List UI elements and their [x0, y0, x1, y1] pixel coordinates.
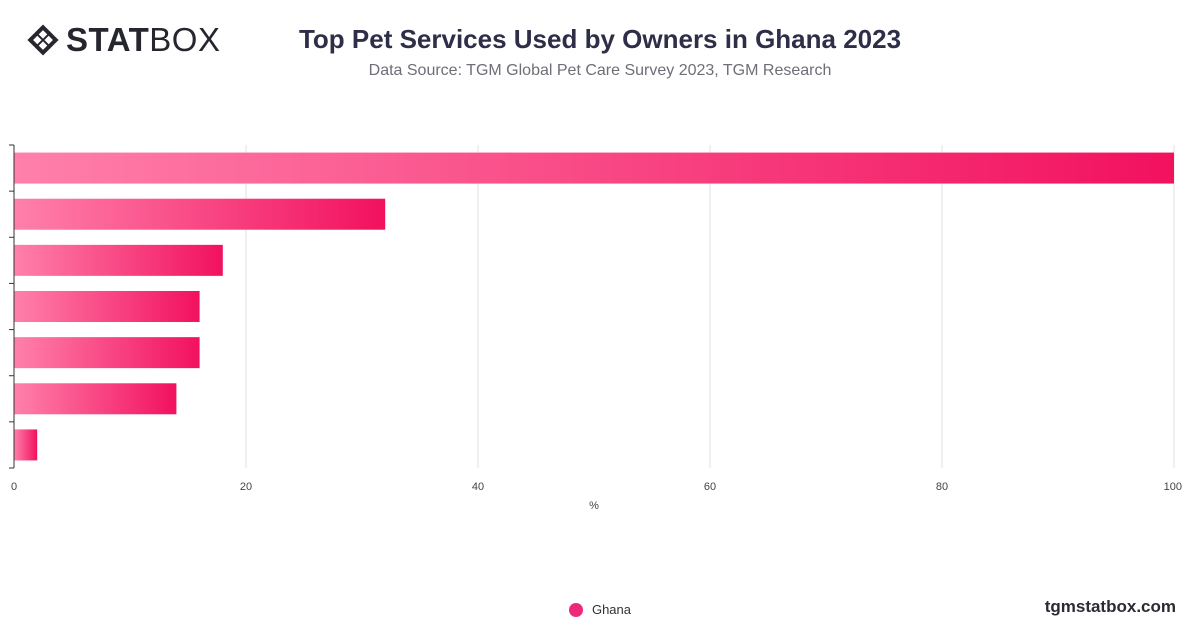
x-tick-label: 40: [472, 481, 484, 493]
bar-3[interactable]: [14, 244, 223, 276]
bar-2[interactable]: [14, 198, 386, 230]
bar-1[interactable]: [14, 152, 1174, 184]
diamond-grid-icon: [27, 24, 59, 56]
x-tick-label: 100: [1164, 481, 1182, 493]
legend-swatch[interactable]: [568, 602, 583, 617]
logo-wordmark: STATBOX: [66, 22, 220, 58]
x-tick-labels: 0 20 40 60 80 100: [11, 481, 1182, 493]
logo-light-text: BOX: [149, 21, 221, 58]
legend-label-ghana[interactable]: Ghana: [591, 602, 632, 617]
x-tick-label: 80: [936, 481, 948, 493]
bar-7[interactable]: [14, 429, 38, 461]
axes: [9, 144, 15, 469]
bar-4[interactable]: [14, 291, 200, 322]
bars: [14, 152, 1174, 461]
statbox-logo: STATBOX: [26, 22, 220, 58]
x-tick-label: 60: [704, 481, 716, 493]
x-tick-label: 20: [240, 481, 252, 493]
logo-bold-text: STAT: [66, 21, 150, 58]
chart-title: Top Pet Services Used by Owners in Ghana…: [298, 24, 902, 54]
x-tick-label: 0: [11, 481, 17, 493]
footer-url: tgmstatbox.com: [1044, 597, 1176, 616]
x-axis-label: %: [589, 500, 599, 512]
bar-5[interactable]: [14, 337, 200, 369]
legend: Ghana: [0, 602, 1200, 617]
grid-lines: [245, 145, 1175, 468]
chart-subtitle: Data Source: TGM Global Pet Care Survey …: [368, 62, 832, 79]
bar-6[interactable]: [14, 383, 177, 415]
